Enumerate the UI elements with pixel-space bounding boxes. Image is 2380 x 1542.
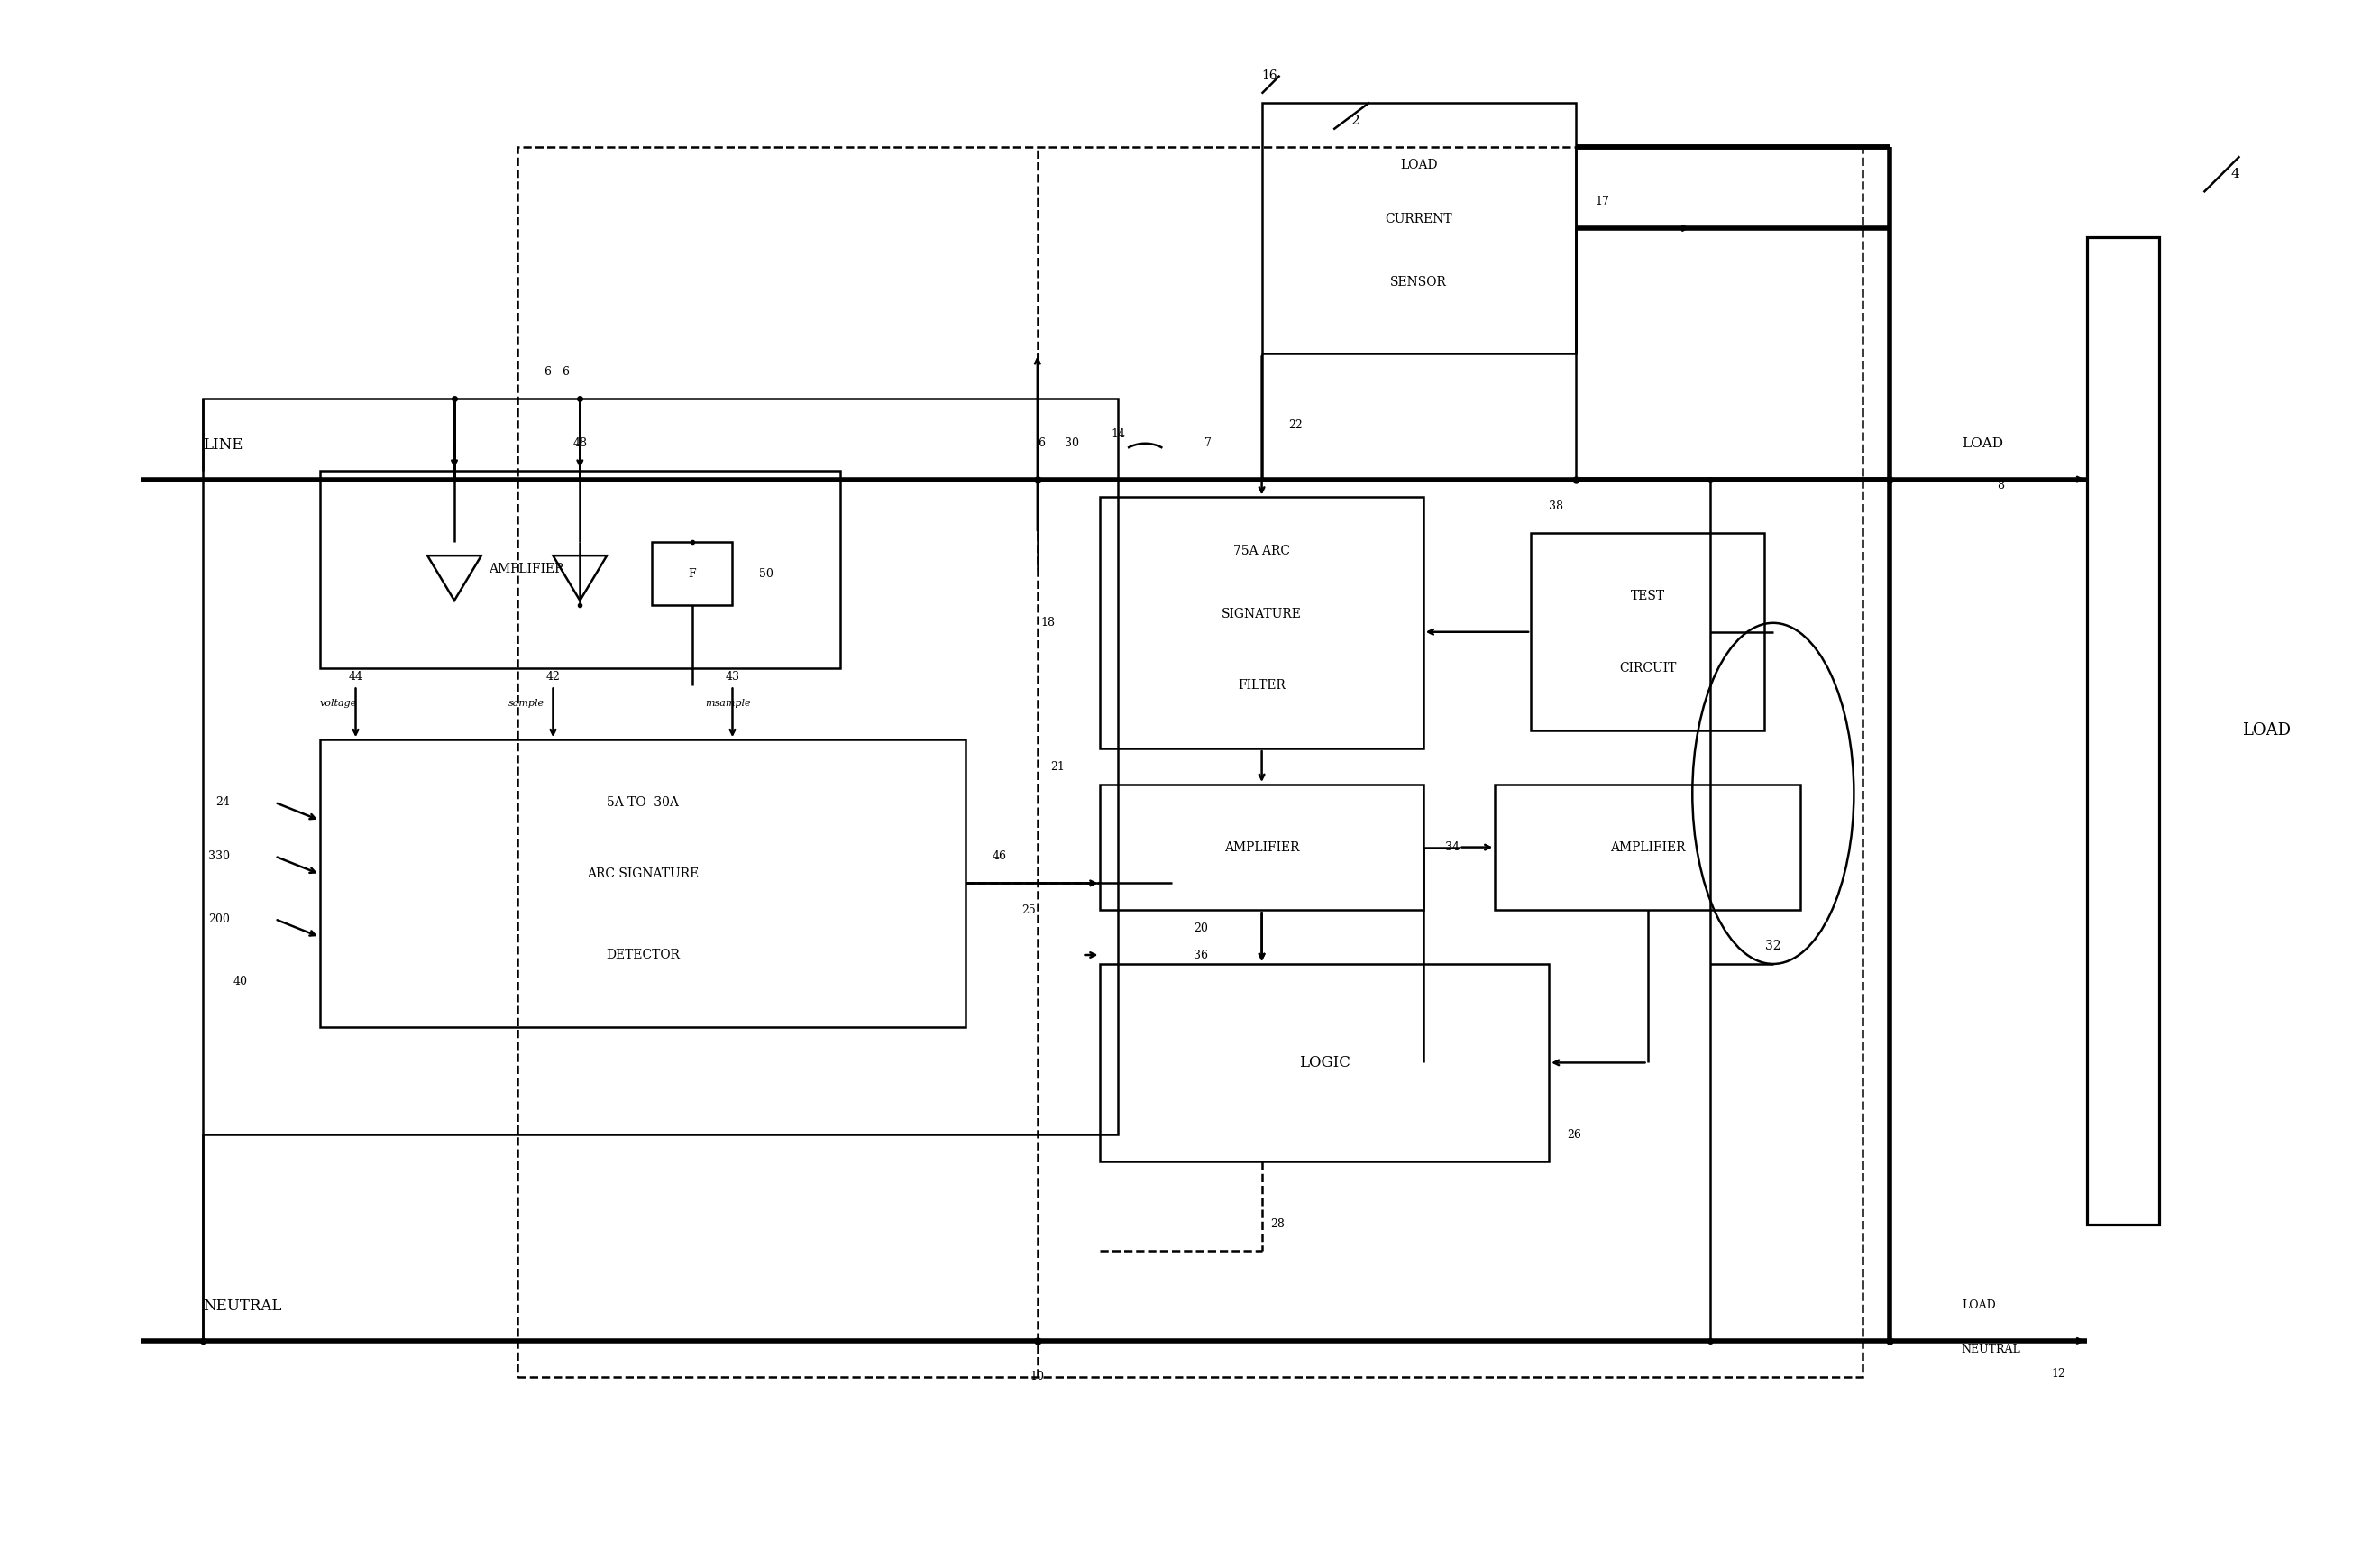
Text: 40: 40 xyxy=(233,976,248,988)
Text: voltage: voltage xyxy=(319,699,357,708)
Text: msample: msample xyxy=(704,699,752,708)
Text: 42: 42 xyxy=(545,671,559,683)
Text: 26: 26 xyxy=(1566,1129,1580,1140)
Text: CURRENT: CURRENT xyxy=(1385,213,1452,225)
Text: 8: 8 xyxy=(1997,480,2004,490)
Text: NEUTRAL: NEUTRAL xyxy=(202,1298,281,1314)
Text: SENSOR: SENSOR xyxy=(1390,276,1447,288)
Text: AMPLIFIER: AMPLIFIER xyxy=(1223,840,1299,854)
Text: AMPLIFIER: AMPLIFIER xyxy=(1609,840,1685,854)
Text: 4: 4 xyxy=(2230,168,2240,180)
Bar xyxy=(1530,534,1764,731)
Text: 34: 34 xyxy=(1445,842,1459,853)
Bar xyxy=(319,470,840,668)
Bar xyxy=(202,398,1119,1135)
Bar xyxy=(1495,785,1799,910)
Bar xyxy=(1100,964,1549,1161)
Text: 18: 18 xyxy=(1040,617,1054,629)
Text: 28: 28 xyxy=(1271,1218,1285,1231)
Text: 6: 6 xyxy=(1038,438,1045,449)
Text: 43: 43 xyxy=(726,671,740,683)
Text: 330: 330 xyxy=(209,850,231,862)
Text: LINE: LINE xyxy=(202,436,243,452)
Text: LOAD: LOAD xyxy=(1961,436,2004,450)
Text: sample: sample xyxy=(509,699,545,708)
Text: 25: 25 xyxy=(1021,904,1035,916)
Text: 32: 32 xyxy=(1766,939,1780,953)
Text: AMPLIFIER: AMPLIFIER xyxy=(488,563,564,575)
Text: 21: 21 xyxy=(1050,760,1064,773)
Text: LOAD: LOAD xyxy=(1961,1298,1994,1311)
Text: NEUTRAL: NEUTRAL xyxy=(1961,1345,2021,1355)
Text: LOGIC: LOGIC xyxy=(1299,1055,1349,1070)
Text: 24: 24 xyxy=(217,797,231,808)
Text: CIRCUIT: CIRCUIT xyxy=(1618,662,1676,674)
Text: 38: 38 xyxy=(1549,501,1564,512)
Text: 16: 16 xyxy=(1261,69,1278,82)
Text: 44: 44 xyxy=(347,671,362,683)
Text: 7: 7 xyxy=(1204,438,1211,449)
Text: 200: 200 xyxy=(209,913,231,925)
Text: TEST: TEST xyxy=(1630,589,1664,603)
Text: 75A ARC: 75A ARC xyxy=(1233,544,1290,558)
Text: 2: 2 xyxy=(1352,114,1361,126)
Bar xyxy=(319,740,966,1027)
Bar xyxy=(1100,785,1423,910)
Text: 6: 6 xyxy=(545,365,552,378)
Text: 14: 14 xyxy=(1111,429,1126,441)
Text: 5A TO  30A: 5A TO 30A xyxy=(607,796,678,808)
Text: 12: 12 xyxy=(2052,1368,2066,1380)
Text: 6: 6 xyxy=(562,365,569,378)
Text: 20: 20 xyxy=(1195,922,1209,934)
Text: F: F xyxy=(688,567,695,580)
Bar xyxy=(1261,102,1576,353)
Text: ARC SIGNATURE: ARC SIGNATURE xyxy=(588,868,700,880)
Text: FILTER: FILTER xyxy=(1238,680,1285,692)
Text: LOAD: LOAD xyxy=(2242,723,2292,739)
Bar xyxy=(1100,498,1423,748)
Text: DETECTOR: DETECTOR xyxy=(607,948,681,961)
Bar xyxy=(516,148,1864,1377)
Text: 10: 10 xyxy=(1031,1371,1045,1383)
Text: 22: 22 xyxy=(1288,419,1302,432)
Bar xyxy=(652,543,733,604)
Text: 50: 50 xyxy=(759,567,774,580)
Bar xyxy=(2087,237,2159,1224)
Text: 30: 30 xyxy=(1064,438,1078,449)
Text: 36: 36 xyxy=(1192,948,1209,961)
Text: 48: 48 xyxy=(574,438,588,449)
Text: LOAD: LOAD xyxy=(1399,159,1438,171)
Text: SIGNATURE: SIGNATURE xyxy=(1221,608,1302,620)
Text: 46: 46 xyxy=(992,850,1007,862)
Text: 17: 17 xyxy=(1595,196,1609,207)
